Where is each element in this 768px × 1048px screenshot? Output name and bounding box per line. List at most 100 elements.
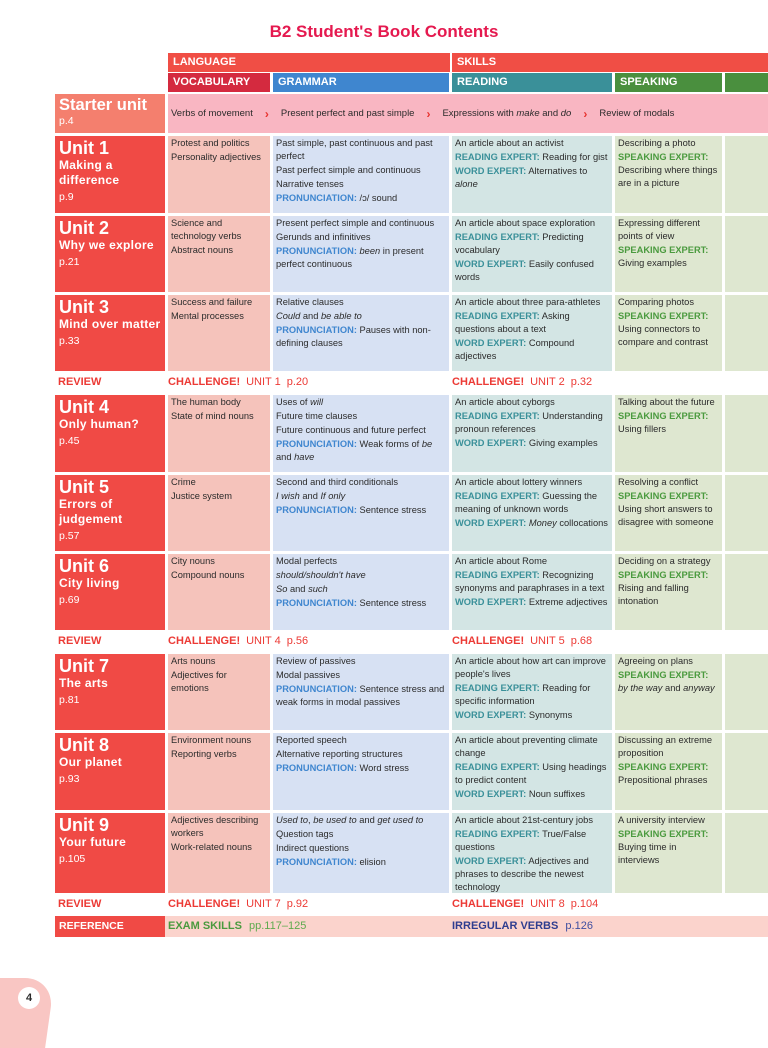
text: Synonyms: [526, 710, 573, 720]
unit-page: p.57: [59, 530, 80, 542]
reading-cell: An article about space exploration READIN…: [452, 216, 612, 292]
styled-text: PRONUNCIATION:: [276, 763, 357, 773]
text: Present perfect simple and continuous: [276, 218, 435, 228]
unit-cell[interactable]: Unit 1 Making a difference p.9: [55, 136, 165, 213]
cell-line: Alternative reporting structures: [276, 748, 446, 761]
cell-line: PRONUNCIATION: /ɔ/ sound: [276, 192, 446, 205]
text: ,: [308, 815, 314, 825]
challenge-link[interactable]: CHALLENGE! UNIT 7 p.92: [168, 896, 314, 913]
styled-text: make: [516, 108, 540, 119]
cell-line: Justice system: [171, 490, 267, 503]
grammar-cell: Uses of will Future time clauses Future co…: [273, 395, 449, 472]
challenge-link[interactable]: CHALLENGE! UNIT 1 p.20: [168, 374, 314, 391]
challenge-unit: UNIT 7: [246, 898, 281, 910]
cell-line: An article about how art can improve peo…: [455, 655, 609, 681]
unit-cell[interactable]: Unit 5 Errors of judgement p.57: [55, 475, 165, 551]
text: and: [356, 815, 378, 825]
cell-line: Deciding on a strategy: [618, 555, 719, 568]
challenge-label: CHALLENGE!: [452, 376, 525, 388]
unit-subtitle: City living: [59, 576, 120, 590]
cell-line: WORD EXPERT: Adjectives and phrases to d…: [455, 855, 609, 894]
review-row: REVIEW CHALLENGE! UNIT 4 p.56 CHALLENGE! UNIT…: [55, 633, 768, 650]
starter-unit-cell[interactable]: Starter unit p.4: [55, 94, 165, 133]
starter-unit-page: p.4: [59, 115, 74, 127]
unit-page: p.45: [59, 435, 80, 447]
unit-cell[interactable]: Unit 9 Your future p.105: [55, 813, 165, 893]
reading-cell: An article about preventing climate chan…: [452, 733, 612, 810]
text: Reported speech: [276, 735, 347, 745]
irregular-verbs-link[interactable]: IRREGULAR VERBS p.126: [452, 916, 593, 937]
reading-cell: An article about how art can improve peo…: [452, 654, 612, 730]
grammar-cell: Modal perfects should/shouldn't have So an…: [273, 554, 449, 630]
unit-row: Unit 3 Mind over matter p.33 Success and fa…: [55, 295, 768, 371]
challenge-link[interactable]: CHALLENGE! UNIT 8 p.104: [452, 896, 604, 913]
cell-line: Could and be able to: [276, 310, 446, 323]
text: Indirect questions: [276, 843, 349, 853]
styled-text: READING EXPERT:: [455, 491, 540, 501]
cell-line: Gerunds and infinitives: [276, 231, 446, 244]
challenge-link[interactable]: CHALLENGE! UNIT 5 p.68: [452, 633, 598, 650]
styled-text: WORD EXPERT:: [455, 166, 527, 176]
vocabulary-cell: Science and technology verbs Abstract nou…: [168, 216, 270, 292]
text: The human body: [171, 397, 241, 407]
extra-cell: [725, 295, 768, 371]
styled-text: do: [560, 108, 572, 119]
text: An article about three para-athletes: [455, 297, 601, 307]
starter-topic[interactable]: Expressions with make and do: [442, 108, 571, 119]
styled-text: PRONUNCIATION:: [276, 439, 357, 449]
starter-topic[interactable]: Review of modals: [599, 108, 675, 119]
styled-text: SPEAKING EXPERT:: [618, 152, 709, 162]
unit-cell[interactable]: Unit 2 Why we explore p.21: [55, 216, 165, 292]
challenge-label: CHALLENGE!: [168, 898, 241, 910]
styled-text: PRONUNCIATION:: [276, 246, 357, 256]
cell-line: Indirect questions: [276, 842, 446, 855]
text: and: [300, 311, 321, 321]
text: and: [287, 584, 309, 594]
header-vocabulary: VOCABULARY: [168, 73, 270, 92]
cell-line: So and such: [276, 583, 446, 596]
cell-line: A university interview: [618, 814, 719, 827]
starter-topic[interactable]: Verbs of movement: [171, 108, 253, 119]
unit-cell[interactable]: Unit 3 Mind over matter p.33: [55, 295, 165, 371]
cell-line: PRONUNCIATION: Pauses with non-defining …: [276, 324, 446, 350]
starter-topic[interactable]: Present perfect and past simple: [280, 108, 415, 119]
grammar-cell: Relative clauses Could and be able to PRON…: [273, 295, 449, 371]
challenge-link[interactable]: CHALLENGE! UNIT 4 p.56: [168, 633, 314, 650]
unit-cell[interactable]: Unit 7 The arts p.81: [55, 654, 165, 730]
chevron-right-icon: ›: [426, 106, 431, 121]
challenge-unit: UNIT 8: [530, 898, 565, 910]
unit-cell[interactable]: Unit 6 City living p.69: [55, 554, 165, 630]
styled-text: PRONUNCIATION:: [276, 193, 357, 203]
challenge-label: CHALLENGE!: [452, 635, 525, 647]
cell-line: Success and failure: [171, 296, 267, 309]
speaking-cell: A university interview SPEAKING EXPERT: B…: [615, 813, 722, 893]
cell-line: Adjectives describing workers: [171, 814, 267, 840]
styled-text: READING EXPERT:: [455, 411, 540, 421]
cell-line: Uses of will: [276, 396, 446, 409]
cell-line: SPEAKING EXPERT: Using fillers: [618, 410, 719, 436]
text: Weak forms of: [356, 439, 422, 449]
text: Past simple, past continuous and past pe…: [276, 138, 433, 161]
speaking-cell: Talking about the future SPEAKING EXPERT:…: [615, 395, 722, 472]
challenge-page: p.92: [286, 898, 309, 910]
cell-line: An article about lottery winners: [455, 476, 609, 489]
cell-line: Compound nouns: [171, 569, 267, 582]
text: An article about cyborgs: [455, 397, 555, 407]
styled-text: will: [310, 397, 324, 407]
challenge-link[interactable]: CHALLENGE! UNIT 2 p.32: [452, 374, 598, 391]
text: Past perfect simple and continuous: [276, 165, 421, 175]
starter-topics: Verbs of movement › Present perfect and pa…: [168, 94, 768, 133]
styled-text: be able to: [320, 311, 362, 321]
text: Prepositional phrases: [618, 775, 708, 785]
unit-cell[interactable]: Unit 4 Only human? p.45: [55, 395, 165, 472]
header-speaking: SPEAKING: [615, 73, 722, 92]
text: Expressing different points of view: [618, 218, 700, 241]
cell-line: City nouns: [171, 555, 267, 568]
text: Giving examples: [618, 258, 687, 268]
unit-cell[interactable]: Unit 8 Our planet p.93: [55, 733, 165, 810]
text: Future time clauses: [276, 411, 358, 421]
exam-skills-link[interactable]: EXAM SKILLS pp.117–125: [168, 916, 306, 937]
styled-text: READING EXPERT:: [455, 683, 540, 693]
text: Success and failure: [171, 297, 253, 307]
cell-line: READING EXPERT: Understanding pronoun re…: [455, 410, 609, 436]
